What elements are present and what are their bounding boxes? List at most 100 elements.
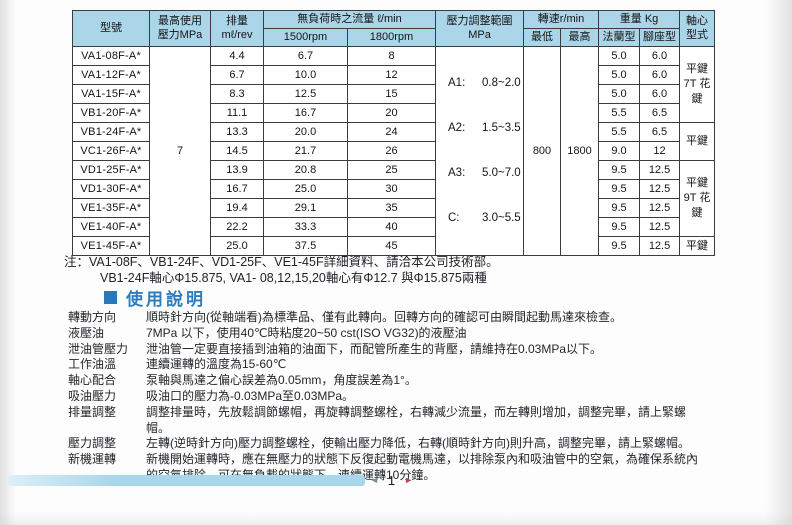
col-header-pressure-range: 壓力調整範圍 MPa <box>435 10 524 47</box>
flow1500-cell: 20.8 <box>263 160 348 180</box>
usage-text: 調整排量時，先放鬆調節螺帽，再旋轉調整螺栓，右轉減少流量，而左轉則增加，調整完畢… <box>146 404 687 435</box>
speed-max-cell: 1800 <box>559 46 600 256</box>
weight-flange-cell: 5.0 <box>598 84 641 104</box>
weight-flange-cell: 9.5 <box>598 236 641 256</box>
speed-min-cell: 800 <box>523 46 561 256</box>
footnote-line: 注：VA1-08F、VB1-24F、VD1-25F、VE1-45F詳細資料、請洽… <box>64 255 499 269</box>
weight-flange-cell: 9.5 <box>598 160 641 180</box>
usage-label: 液壓油 <box>68 325 105 340</box>
model-cell: VE1-40F-A* <box>72 217 150 237</box>
footer-divider-bar <box>8 475 365 486</box>
flow1500-cell: 33.3 <box>263 217 348 237</box>
flow1800-cell: 25 <box>347 160 436 180</box>
displacement-cell: 16.7 <box>210 179 264 199</box>
usage-item: 吸油壓力 吸油口的壓力為-0.03MPa至0.03MPa。 <box>68 389 703 405</box>
usage-item: 軸心配合 泵軸與馬達之偏心誤差為0.05mm，角度誤差為1°。 <box>68 373 703 389</box>
flow1500-cell: 10.0 <box>263 65 348 85</box>
flow1800-cell: 26 <box>347 141 436 161</box>
usage-label: 泄油管壓力 <box>68 341 129 356</box>
usage-label: 排量調整 <box>68 404 117 419</box>
usage-item: 液壓油 7MPa 以下，使用40℃時粘度20~50 cst(ISO VG32)的… <box>68 326 703 342</box>
header-row-2: 1500rpm 1800rpm 最低 最高 法蘭型 腳座型 <box>73 28 715 47</box>
displacement-cell: 25.0 <box>210 236 264 256</box>
footnote-line: VB1-24F軸心Φ15.875, VA1- 08,12,15,20軸心有Φ12… <box>100 271 487 285</box>
usage-instructions: 轉動方向 順時針方向(從軸端看)為標準品、僅有此轉向。回轉方向的確認可由瞬間起動… <box>68 310 703 484</box>
flow1800-cell: 20 <box>347 103 436 123</box>
weight-foot-cell: 6.5 <box>639 103 681 123</box>
usage-text: 泄油管一定要直接插到油箱的油面下，而配管所產生的背壓，請維持在0.03MPa以下… <box>146 341 603 356</box>
pressure-range-c: C: 3.0~5.5 <box>448 212 521 225</box>
next-page-icon: ► <box>404 474 414 485</box>
usage-text: 7MPa 以下，使用40℃時粘度20~50 cst(ISO VG32)的液壓油 <box>146 325 467 340</box>
pressure-range-cell: A1: 0.8~2.0 A2: 1.5~3.5 A3: 5.0~7.0 C: 3.0~5… <box>435 46 524 256</box>
pressure-range-a3: A3: 5.0~7.0 <box>448 167 521 180</box>
usage-label: 新機運轉 <box>68 452 117 467</box>
weight-foot-cell: 6.0 <box>639 65 681 85</box>
col-header-weight: 重量 Kg <box>598 10 681 29</box>
table-row: VB1-20F-A* 11.1 16.7 20 5.5 6.5 <box>72 103 715 123</box>
displacement-cell: 14.5 <box>210 141 264 161</box>
prev-page-icon: ◄ <box>370 474 379 485</box>
usage-item: 壓力調整 左轉(逆時針方向)壓力調整螺栓，使輸出壓力降低，右轉(順時針方向)則升… <box>68 436 703 452</box>
model-cell: VD1-25F-A* <box>72 160 150 180</box>
table-footnotes: 注：VA1-08F、VB1-24F、VD1-25F、VE1-45F詳細資料、請洽… <box>64 254 499 286</box>
table-row: VE1-35F-A* 19.4 29.1 35 9.5 12.5 <box>72 198 715 218</box>
displacement-cell: 11.1 <box>210 103 264 123</box>
usage-section-header: 使用說明 <box>104 285 206 310</box>
model-cell: VA1-08F-A* <box>72 46 150 66</box>
usage-text: 順時針方向(從軸端看)為標準品、僅有此轉向。回轉方向的確認可由瞬間起動馬達來檢查… <box>146 310 622 324</box>
shaft-type-cell: 平鍵 <box>679 236 716 256</box>
displacement-cell: 4.4 <box>210 46 264 66</box>
usage-label: 壓力調整 <box>68 436 117 451</box>
col-header-1800rpm: 1800rpm <box>347 28 436 47</box>
model-cell: VE1-45F-A* <box>72 236 150 256</box>
displacement-cell: 13.3 <box>210 122 264 142</box>
weight-foot-cell: 12.5 <box>639 179 681 199</box>
usage-item: 泄油管壓力 泄油管一定要直接插到油箱的油面下，而配管所產生的背壓，請維持在0.0… <box>68 342 703 358</box>
flow1500-cell: 25.0 <box>263 179 348 199</box>
displacement-cell: 13.9 <box>210 160 264 180</box>
section-bullet-icon <box>104 291 117 304</box>
displacement-cell: 6.7 <box>210 65 264 85</box>
model-cell: VE1-35F-A* <box>72 198 150 218</box>
usage-text: 連續運轉的溫度為15-60℃ <box>146 357 287 372</box>
model-cell: VD1-30F-A* <box>72 179 150 199</box>
usage-text: 泵軸與馬達之偏心誤差為0.05mm，角度誤差為1°。 <box>146 373 417 388</box>
flow1800-cell: 24 <box>347 122 436 142</box>
weight-flange-cell: 9.5 <box>598 217 641 237</box>
weight-flange-cell: 9.5 <box>598 179 641 199</box>
pressure-range-a2: A2: 1.5~3.5 <box>448 121 521 134</box>
flow1800-cell: 30 <box>347 179 436 199</box>
shaft-type-cell: 平鍵 <box>679 122 716 161</box>
shaft-type-cell: 平鍵 7T 花鍵 <box>679 46 716 123</box>
weight-foot-cell: 12.5 <box>639 198 681 218</box>
weight-foot-cell: 12.5 <box>639 160 681 180</box>
weight-flange-cell: 9.5 <box>598 198 641 218</box>
shaft-type-cell: 平鍵 9T 花鍵 <box>679 160 716 237</box>
displacement-cell: 8.3 <box>210 84 264 104</box>
usage-text: 吸油口的壓力為-0.03MPa至0.03MPa。 <box>146 388 355 403</box>
flow1500-cell: 6.7 <box>263 46 348 66</box>
weight-foot-cell: 6.5 <box>639 122 681 142</box>
displacement-cell: 19.4 <box>210 198 264 218</box>
displacement-cell: 22.2 <box>210 217 264 237</box>
table-row: VA1-08F-A* 7 4.4 6.7 8 A1: 0.8~2.0 A2: 1.5… <box>72 46 716 256</box>
usage-item: 工作油溫 連續運轉的溫度為15-60℃ <box>68 357 703 373</box>
table-row: VD1-30F-A* 16.7 25.0 30 9.5 12.5 <box>72 179 715 199</box>
flow1800-cell: 40 <box>347 217 436 237</box>
model-cell: VB1-24F-A* <box>72 122 150 142</box>
flow1500-cell: 12.5 <box>263 84 348 104</box>
usage-item: 排量調整 調整排量時，先放鬆調節螺帽，再旋轉調整螺栓，右轉減少流量，而左轉則增加… <box>68 405 703 437</box>
table-row: VE1-45F-A* 25.0 37.5 45 9.5 12.5 平鍵 <box>72 236 716 256</box>
col-header-max-pressure: 最高使用 壓力MPa <box>149 10 211 47</box>
pressure-range-a1: A1: 0.8~2.0 <box>448 76 521 89</box>
flow1500-cell: 16.7 <box>263 103 348 123</box>
model-cell: VB1-20F-A* <box>72 103 150 123</box>
table-row: VA1-15F-A* 8.3 12.5 15 5.0 6.0 <box>72 84 715 104</box>
usage-label: 軸心配合 <box>68 373 117 388</box>
col-header-flange: 法蘭型 <box>598 28 641 47</box>
section-title: 使用說明 <box>126 290 206 309</box>
flow1500-cell: 29.1 <box>263 198 348 218</box>
table-row: VB1-24F-A* 13.3 20.0 24 5.5 6.5 平鍵 <box>72 122 716 161</box>
col-header-1500rpm: 1500rpm <box>263 28 348 47</box>
